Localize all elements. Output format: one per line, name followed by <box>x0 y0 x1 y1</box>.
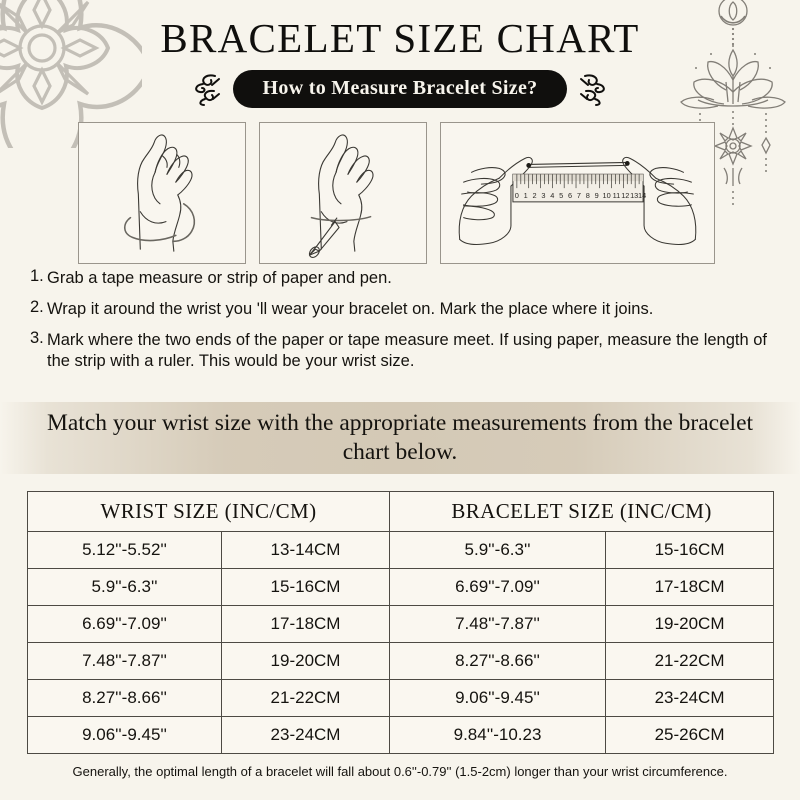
cell-bracelet-cm: 15-16CM <box>605 531 775 569</box>
cell-wrist-cm: 23-24CM <box>220 716 391 754</box>
list-item: 3. Mark where the two ends of the paper … <box>30 330 775 374</box>
svg-text:11: 11 <box>613 191 621 200</box>
table-row: 5.9''-6.3'' 15-16CM 6.69''-7.09'' 17-18C… <box>27 568 775 606</box>
table-row: 9.06''-9.45'' 23-24CM 9.84''-10.23 25-26… <box>27 716 775 754</box>
cell-bracelet-cm: 21-22CM <box>605 642 775 680</box>
svg-text:14: 14 <box>638 191 646 200</box>
match-size-banner: Match your wrist size with the appropria… <box>0 402 800 474</box>
table-row: 8.27''-8.66'' 21-22CM 9.06''-9.45'' 23-2… <box>27 679 775 717</box>
cell-wrist-inch: 6.69''-7.09'' <box>27 605 222 643</box>
cell-wrist-inch: 8.27''-8.66'' <box>27 679 222 717</box>
cell-wrist-cm: 17-18CM <box>220 605 391 643</box>
svg-text:0: 0 <box>515 191 519 200</box>
step-text: Mark where the two ends of the paper or … <box>47 330 767 371</box>
cell-wrist-inch: 5.9''-6.3'' <box>27 568 222 606</box>
cell-bracelet-cm: 19-20CM <box>605 605 775 643</box>
banner-text: Match your wrist size with the appropria… <box>46 409 754 465</box>
instructions-list: 1. Grab a tape measure or strip of paper… <box>30 268 775 382</box>
svg-text:8: 8 <box>586 191 590 200</box>
header-bracelet-size: BRACELET SIZE (INC/CM) <box>389 491 775 532</box>
list-item: 2. Wrap it around the wrist you 'll wear… <box>30 299 775 321</box>
step-text: Grab a tape measure or strip of paper an… <box>47 269 392 287</box>
step-number: 2. <box>30 297 44 316</box>
footer-note: Generally, the optimal length of a brace… <box>72 764 728 779</box>
svg-text:5: 5 <box>559 191 563 200</box>
table-row: 7.48''-7.87'' 19-20CM 8.27''-8.66'' 21-2… <box>27 642 775 680</box>
svg-text:7: 7 <box>577 191 581 200</box>
cell-wrist-inch: 7.48''-7.87'' <box>27 642 222 680</box>
cell-bracelet-inch: 7.48''-7.87'' <box>389 605 607 643</box>
flourish-ornament-right-icon <box>580 74 606 106</box>
list-item: 1. Grab a tape measure or strip of paper… <box>30 268 775 290</box>
svg-text:10: 10 <box>602 191 610 200</box>
table-row: 6.69''-7.09'' 17-18CM 7.48''-7.87'' 19-2… <box>27 605 775 643</box>
header-wrist-size: WRIST SIZE (INC/CM) <box>26 491 391 532</box>
svg-text:9: 9 <box>595 191 599 200</box>
table-header-row: WRIST SIZE (INC/CM) BRACELET SIZE (INC/C… <box>26 491 775 532</box>
table-body: 5.12''-5.52'' 13-14CM 5.9''-6.3'' 15-16C… <box>27 531 775 754</box>
cell-wrist-inch: 5.12''-5.52'' <box>27 531 222 569</box>
cell-bracelet-cm: 17-18CM <box>605 568 775 606</box>
step-number: 3. <box>30 328 44 347</box>
cell-bracelet-cm: 23-24CM <box>605 679 775 717</box>
cell-wrist-inch: 9.06''-9.45'' <box>27 716 222 754</box>
svg-text:2: 2 <box>533 191 537 200</box>
cell-bracelet-inch: 6.69''-7.09'' <box>389 568 607 606</box>
cell-bracelet-inch: 9.84''-10.23 <box>389 716 607 754</box>
svg-text:13: 13 <box>630 191 638 200</box>
illustration-hand-marking-with-pen <box>259 122 427 264</box>
cell-wrist-cm: 13-14CM <box>220 531 391 569</box>
cell-wrist-cm: 15-16CM <box>220 568 391 606</box>
how-to-measure-pill: How to Measure Bracelet Size? <box>232 70 568 108</box>
step-text: Wrap it around the wrist you 'll wear yo… <box>47 299 654 318</box>
cell-bracelet-inch: 9.06''-9.45'' <box>389 679 607 717</box>
step-number: 1. <box>30 267 44 285</box>
svg-text:1: 1 <box>524 191 528 200</box>
cell-bracelet-inch: 5.9''-6.3'' <box>389 531 607 569</box>
table-row: 5.12''-5.52'' 13-14CM 5.9''-6.3'' 15-16C… <box>27 531 775 569</box>
svg-text:12: 12 <box>621 191 629 200</box>
flourish-ornament-left-icon <box>194 74 220 106</box>
svg-text:6: 6 <box>568 191 572 200</box>
cell-bracelet-cm: 25-26CM <box>605 716 775 754</box>
illustration-hand-with-string <box>78 122 246 264</box>
svg-text:3: 3 <box>541 191 545 200</box>
cell-wrist-cm: 21-22CM <box>220 679 391 717</box>
page-title: BRACELET SIZE CHART <box>160 15 640 61</box>
bracelet-size-table: WRIST SIZE (INC/CM) BRACELET SIZE (INC/C… <box>26 491 775 754</box>
svg-text:4: 4 <box>550 191 554 200</box>
cell-bracelet-inch: 8.27''-8.66'' <box>389 642 607 680</box>
subtitle-row: How to Measure Bracelet Size? <box>0 70 800 108</box>
cell-wrist-cm: 19-20CM <box>220 642 391 680</box>
